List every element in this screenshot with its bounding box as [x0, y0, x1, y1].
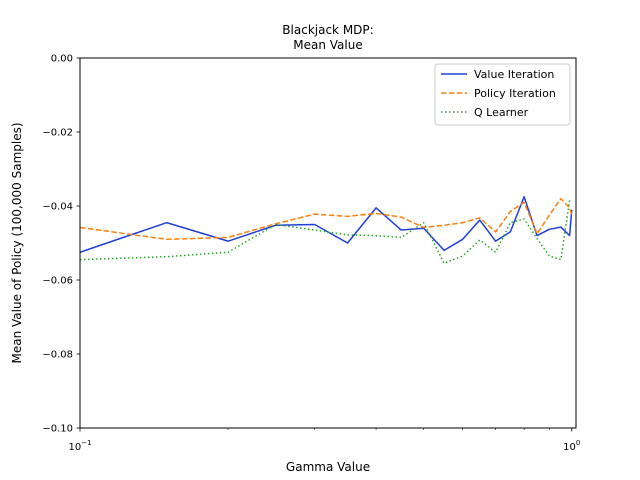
chart-title-line-1: Blackjack MDP: [282, 23, 373, 37]
legend: Value Iteration Policy Iteration Q Learn… [434, 63, 571, 126]
y-tick-label: −0.08 [42, 350, 73, 361]
chart-title-line-2: Mean Value [293, 38, 362, 52]
y-tick-label: −0.02 [42, 128, 73, 139]
x-axis-label: Gamma Value [286, 460, 370, 474]
y-tick-label: −0.04 [42, 202, 73, 213]
y-tick-label: −0.10 [42, 424, 73, 435]
y-axis-label: Mean Value of Policy (100,000 Samples) [10, 122, 24, 363]
plot-area-frame [79, 57, 577, 429]
legend-box [434, 63, 571, 126]
series-layer [79, 196, 573, 265]
series-line-q-learner [79, 199, 572, 265]
y-axis-ticks: 0.00 −0.02 −0.04 −0.06 −0.08 −0.10 [42, 54, 80, 435]
series-line-policy-iteration [79, 197, 573, 241]
series-line-value-iteration [79, 196, 573, 253]
legend-label-q-learner: Q Learner [474, 106, 529, 119]
legend-label-policy-iteration: Policy Iteration [474, 87, 556, 100]
y-tick-label: 0.00 [51, 54, 73, 65]
y-tick-label: −0.06 [42, 276, 73, 287]
legend-label-value-iteration: Value Iteration [474, 68, 554, 81]
